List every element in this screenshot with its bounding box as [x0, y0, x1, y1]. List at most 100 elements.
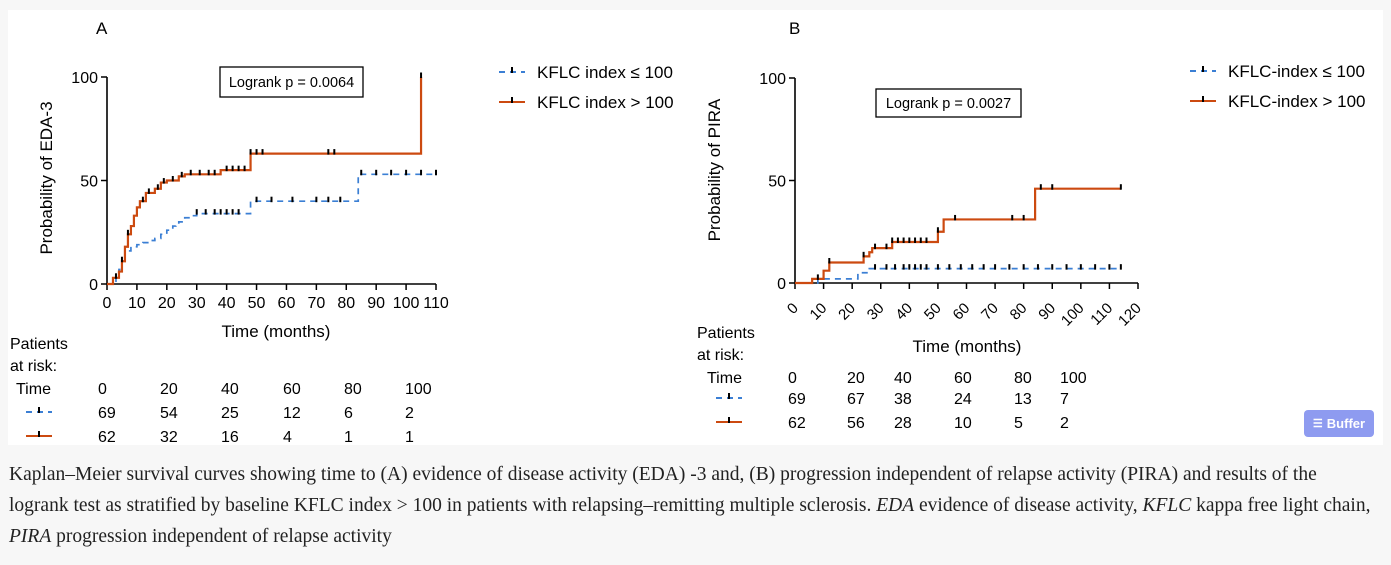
x-tick-label: 90: [367, 295, 385, 312]
series-high: [795, 184, 1122, 285]
x-tick-label: 10: [128, 295, 146, 312]
legend-label: KFLC-index ≤ 100: [1228, 62, 1365, 81]
legend-label: KFLC index > 100: [537, 93, 674, 112]
risk-table-value: 56: [847, 415, 865, 432]
y-axis-label: Probability of EDA-3: [37, 101, 56, 254]
x-tick-label: 40: [218, 295, 236, 312]
y-axis-label: Probability of PIRA: [705, 98, 724, 241]
risk-table-time: 20: [847, 370, 865, 387]
risk-table-title: Patients: [697, 325, 755, 342]
logrank-label: Logrank p = 0.0027: [886, 96, 1011, 112]
series-line: [107, 173, 436, 285]
risk-table-value: 67: [847, 391, 865, 408]
risk-table-time: 100: [1060, 370, 1087, 387]
risk-table-value: 62: [788, 415, 806, 432]
x-tick-label: 90: [1035, 300, 1059, 324]
risk-table-subtitle: at risk:: [697, 347, 744, 364]
x-tick-label: 50: [248, 295, 266, 312]
risk-table-value: 10: [954, 415, 972, 432]
x-tick-label: 30: [864, 300, 888, 324]
risk-table-time: 80: [1014, 370, 1032, 387]
risk-table-title: Patients: [10, 336, 68, 353]
y-tick-label: 0: [89, 277, 98, 294]
risk-table-value: 62: [98, 429, 116, 445]
x-tick-label: 120: [1115, 300, 1145, 330]
series-line: [795, 187, 1121, 285]
series-line: [795, 267, 1121, 284]
x-tick-label: 80: [337, 295, 355, 312]
x-tick-label: 70: [307, 295, 325, 312]
risk-table-value: 2: [1060, 415, 1069, 432]
logrank-label: Logrank p = 0.0064: [229, 75, 354, 91]
x-tick-label: 20: [835, 300, 859, 324]
y-tick-label: 50: [768, 174, 786, 191]
logrank-box: [875, 88, 1022, 118]
risk-table-value: 1: [405, 429, 414, 445]
caption-abbr-eda: EDA: [876, 495, 915, 516]
caption-text-3: kappa free light chain,: [1191, 495, 1371, 516]
x-tick-label: 110: [1087, 300, 1116, 329]
x-tick-label: 0: [103, 295, 112, 312]
risk-table-value: 4: [283, 429, 292, 445]
x-tick-label: 20: [158, 295, 176, 312]
x-tick-label: 100: [1058, 300, 1088, 330]
buffer-button[interactable]: ☰ Buffer: [1304, 410, 1374, 437]
logrank-box: [219, 66, 364, 98]
risk-table-value: 1: [344, 429, 353, 445]
risk-table-subtitle: at risk:: [10, 358, 57, 375]
x-tick-label: 0: [784, 300, 802, 318]
panel-label: B: [789, 19, 800, 38]
risk-table-time: 60: [283, 381, 301, 398]
risk-table-value: 6: [344, 405, 353, 422]
risk-table-time: 40: [221, 381, 239, 398]
risk-table-value: 5: [1014, 415, 1023, 432]
risk-table-value: 54: [160, 405, 178, 422]
x-tick-label: 60: [278, 295, 296, 312]
y-tick-label: 0: [777, 276, 786, 293]
figure-caption: Kaplan–Meier survival curves showing tim…: [9, 459, 1381, 552]
risk-table-time-label: Time: [707, 370, 742, 387]
risk-table-value: 69: [98, 405, 116, 422]
risk-table-time: 40: [894, 370, 912, 387]
risk-table-value: 12: [283, 405, 301, 422]
risk-table-time: 0: [788, 370, 797, 387]
series-low: [795, 264, 1122, 284]
caption-text-1: Kaplan–Meier survival curves showing tim…: [9, 464, 1317, 516]
risk-table-value: 25: [221, 405, 239, 422]
legend-label: KFLC index ≤ 100: [537, 63, 673, 82]
x-tick-label: 70: [978, 300, 1002, 324]
x-tick-label: 40: [892, 300, 916, 324]
risk-table-value: 69: [788, 391, 806, 408]
risk-table-value: 16: [221, 429, 239, 445]
caption-abbr-kflc: KFLC: [1142, 495, 1192, 516]
risk-table-time: 60: [954, 370, 972, 387]
y-tick-label: 100: [759, 71, 786, 88]
caption-text-4: progression independent of relapse activ…: [51, 526, 392, 547]
legend-label: KFLC-index > 100: [1228, 92, 1366, 111]
risk-table-value: 2: [405, 405, 414, 422]
x-axis-label: Time (months): [913, 337, 1022, 356]
risk-table-time-label: Time: [16, 381, 51, 398]
caption-abbr-pira: PIRA: [9, 526, 52, 547]
risk-table-time: 100: [405, 381, 432, 398]
y-tick-label: 100: [71, 70, 98, 87]
risk-table-time: 80: [344, 381, 362, 398]
layers-icon: ☰: [1312, 418, 1323, 430]
series-line: [107, 77, 423, 286]
x-axis-label: Time (months): [222, 322, 331, 341]
risk-table-time: 20: [160, 381, 178, 398]
x-tick-label: 10: [807, 300, 831, 324]
risk-table-value: 7: [1060, 391, 1069, 408]
x-tick-label: 80: [1007, 300, 1031, 324]
panel-label: A: [96, 19, 108, 38]
caption-text-2: evidence of disease activity,: [914, 495, 1143, 516]
risk-table-value: 38: [894, 391, 912, 408]
figure: A 0 50 100 0 10 20 30 40 50 60 70 80 90 100 110 Time (mo…: [8, 10, 1383, 445]
buffer-label: Buffer: [1326, 416, 1366, 431]
risk-table-value: 24: [954, 391, 972, 408]
series-low: [107, 169, 437, 285]
x-tick-label: 30: [188, 295, 206, 312]
y-tick-label: 50: [80, 174, 98, 191]
